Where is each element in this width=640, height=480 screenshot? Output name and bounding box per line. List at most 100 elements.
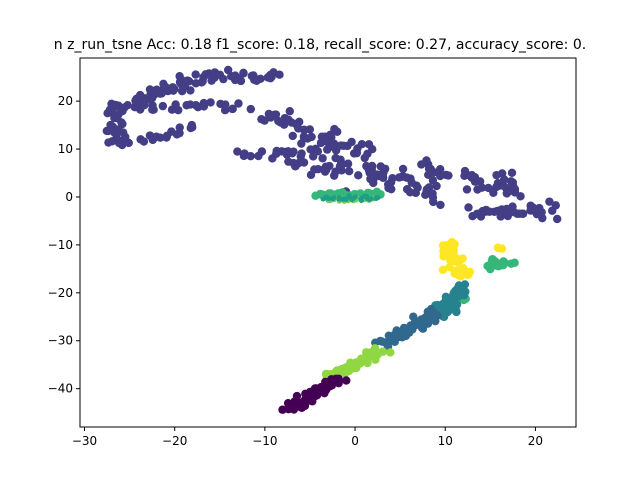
data-point — [234, 99, 243, 108]
data-point — [358, 196, 364, 202]
data-point — [331, 146, 341, 155]
series-6 — [278, 374, 351, 414]
data-point — [375, 195, 381, 201]
data-point — [221, 100, 230, 109]
series-4 — [371, 304, 442, 351]
data-point — [117, 118, 126, 127]
data-point — [354, 171, 363, 180]
data-point — [316, 138, 326, 148]
data-point — [209, 70, 218, 80]
series-1 — [438, 237, 507, 281]
x-tick-label: −30 — [72, 434, 97, 448]
data-point — [167, 105, 177, 114]
axes-layer: −30 −20 −10 0 10 20 −40 −30 −20 −10 0 10 20 — [48, 57, 577, 448]
data-point — [269, 110, 279, 120]
data-point — [422, 156, 431, 165]
data-point — [114, 135, 123, 145]
points-layer — [102, 65, 562, 414]
data-point — [439, 252, 448, 261]
data-point — [287, 402, 296, 412]
data-point — [331, 195, 337, 201]
data-point — [139, 137, 149, 146]
data-point — [329, 171, 339, 180]
data-point — [284, 157, 293, 166]
data-point — [413, 183, 422, 192]
data-point — [288, 131, 297, 141]
data-point — [428, 176, 438, 185]
data-point — [423, 319, 433, 328]
data-point — [415, 319, 424, 328]
data-point — [314, 164, 323, 174]
data-point — [197, 78, 206, 87]
data-point — [506, 259, 516, 268]
data-point — [462, 185, 472, 194]
data-point — [294, 124, 303, 133]
data-point — [448, 292, 458, 302]
data-point — [398, 164, 408, 174]
data-point — [362, 161, 371, 171]
x-tick-label: 20 — [528, 434, 543, 448]
data-point — [269, 68, 278, 77]
data-point — [278, 405, 287, 414]
data-point — [219, 74, 228, 84]
data-point — [112, 112, 121, 122]
data-point — [494, 243, 503, 253]
data-point — [131, 96, 140, 105]
data-point — [464, 203, 473, 212]
data-point — [162, 133, 171, 142]
data-point — [438, 265, 448, 275]
data-point — [233, 147, 242, 156]
data-point — [338, 159, 347, 169]
data-point — [397, 333, 407, 342]
data-point — [297, 139, 306, 148]
data-point — [368, 196, 374, 202]
data-point — [289, 147, 298, 156]
data-point — [473, 185, 482, 194]
data-point — [352, 148, 361, 158]
data-point — [318, 154, 327, 163]
data-point — [460, 171, 469, 181]
y-tick-label: 10 — [58, 142, 73, 156]
data-point — [313, 147, 323, 156]
data-point — [436, 200, 445, 210]
data-point — [364, 140, 374, 149]
data-point — [334, 378, 343, 388]
data-point — [297, 149, 306, 158]
y-tick-label: −40 — [48, 382, 73, 396]
data-point — [320, 196, 326, 202]
data-point — [376, 336, 385, 346]
data-point — [357, 140, 367, 149]
data-point — [499, 175, 509, 184]
data-point — [123, 101, 132, 110]
data-point — [395, 173, 404, 182]
data-point — [254, 151, 263, 161]
data-point — [424, 183, 434, 192]
data-point — [436, 165, 445, 174]
data-point — [168, 83, 177, 92]
data-point — [454, 271, 463, 280]
data-point — [464, 270, 473, 279]
data-point — [161, 83, 171, 92]
data-point — [510, 185, 520, 194]
data-point — [148, 105, 157, 114]
data-point — [423, 307, 432, 317]
data-point — [323, 145, 332, 154]
data-point — [352, 194, 358, 200]
y-tick-label: 20 — [58, 94, 73, 108]
data-point — [428, 193, 438, 202]
plot-frame — [79, 57, 577, 428]
data-point — [199, 98, 208, 108]
data-point — [239, 68, 248, 78]
y-tick-label: −30 — [48, 334, 73, 348]
data-point — [223, 65, 233, 75]
data-point — [492, 170, 501, 180]
data-point — [323, 134, 332, 144]
data-point — [518, 209, 527, 218]
data-point — [429, 168, 439, 177]
data-point — [231, 73, 240, 82]
data-point — [156, 133, 165, 142]
data-point — [489, 188, 498, 197]
data-point — [246, 151, 255, 161]
